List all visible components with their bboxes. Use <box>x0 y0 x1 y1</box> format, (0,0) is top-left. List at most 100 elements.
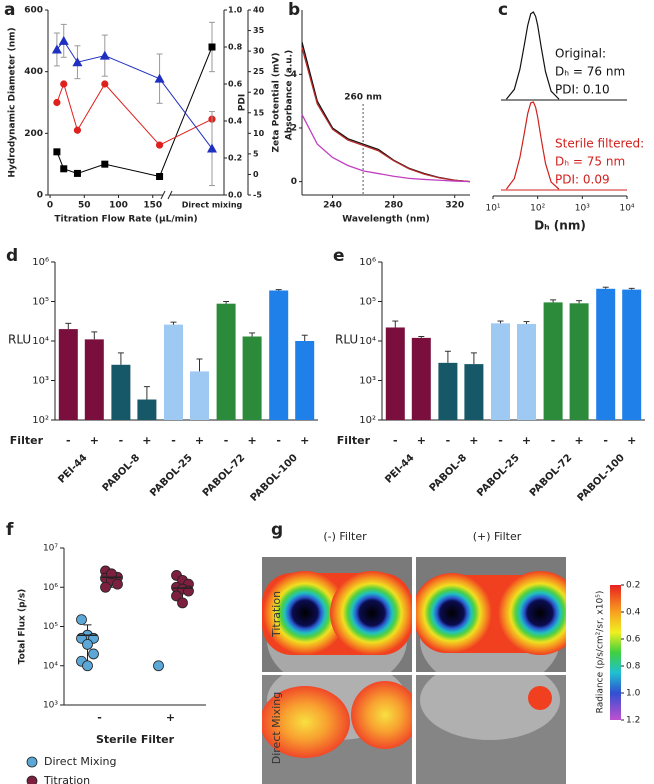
row-title: Titration <box>270 591 283 638</box>
row-tick-label: + <box>469 434 478 447</box>
colorbar-tick-label: 1.0 <box>626 689 641 699</box>
series-line <box>301 114 471 183</box>
bar <box>517 323 536 420</box>
x-tick-label: 100 <box>109 201 128 211</box>
bar <box>491 323 510 420</box>
y-tick-label: 0 <box>291 177 297 187</box>
y-tick-label: 10⁷ <box>43 544 58 554</box>
y3-tick-label: 15 <box>253 108 265 117</box>
y3-tick-label: 0 <box>253 170 259 179</box>
distribution-curve <box>505 101 560 190</box>
colorbar-tick-label: 0.2 <box>626 581 640 591</box>
signal <box>330 571 412 655</box>
row-tick-label: + <box>300 434 309 447</box>
legend-label: Direct Mixing <box>44 755 117 768</box>
axis-break <box>167 190 173 200</box>
image-titration-unfiltered <box>262 557 412 672</box>
panel-label: a <box>4 0 15 20</box>
panel-label: e <box>333 246 345 266</box>
panel-label: b <box>288 0 300 20</box>
x-tick-label: PABOL-8 <box>428 452 470 494</box>
bar <box>58 329 78 420</box>
marker <box>101 80 109 88</box>
y-axis-title: Absorbance (a.u.) <box>285 50 295 140</box>
bar <box>411 337 431 420</box>
row-tick-label: - <box>446 434 451 447</box>
y2-tick-label: 0.6 <box>228 80 243 89</box>
annotation: 260 nm <box>344 93 382 103</box>
y-tick-label: 10⁵ <box>32 297 49 308</box>
marker <box>207 143 217 153</box>
y-axis-title: Hydrodynamic Diameter (nm) <box>8 27 18 177</box>
row-tick-label: - <box>276 434 281 447</box>
colorbar-tick-label: 0.6 <box>626 635 641 645</box>
panel-label: f <box>6 520 14 540</box>
legend-label: Titration <box>43 774 90 784</box>
y-tick-label: 10⁵ <box>359 297 376 308</box>
y3-tick-label: 40 <box>253 6 265 15</box>
row-tick-label: + <box>195 434 204 447</box>
row-tick-label: + <box>247 434 256 447</box>
x-tick-label: PABOL-25 <box>148 452 194 498</box>
curve-label: Original: <box>555 47 606 61</box>
dot <box>88 648 99 660</box>
x-tick-label: PABOL-100 <box>576 452 627 503</box>
bar <box>164 324 183 420</box>
x-tick-label: 280 <box>384 201 403 211</box>
axis-break <box>160 190 166 200</box>
x-tick-label: PABOL-8 <box>101 452 143 494</box>
dot <box>153 660 164 672</box>
y3-tick-label: 5 <box>253 149 259 158</box>
series-connector <box>159 46 213 177</box>
panel-label: d <box>6 246 18 266</box>
bar <box>137 399 157 420</box>
row-tick-label: + <box>90 434 99 447</box>
y-tick-label: 4 <box>291 70 297 80</box>
x-tick-label: 10² <box>530 204 545 214</box>
y-tick-label: 10⁴ <box>32 336 49 347</box>
bar <box>385 327 405 420</box>
marker <box>155 141 164 149</box>
series-connector <box>159 78 213 149</box>
y2-tick-label: 0.4 <box>228 117 243 126</box>
x-tick-label: 10⁴ <box>619 204 634 214</box>
x-tick-label: 0 <box>47 201 53 211</box>
signal <box>528 686 552 710</box>
marker <box>58 35 69 45</box>
row-tick-label: - <box>119 434 124 447</box>
image-direct-unfiltered <box>262 675 412 784</box>
panel-label: g <box>271 520 283 540</box>
bar <box>216 303 236 420</box>
column-title: (-) Filter <box>323 530 367 543</box>
y2-tick-label: 0.0 <box>228 191 243 200</box>
y-tick-label: 600 <box>24 6 43 16</box>
row-tick-label: + <box>142 434 151 447</box>
x-tick-label: Direct mixing <box>182 201 243 210</box>
y3-tick-label: 20 <box>253 88 265 97</box>
marker <box>154 73 165 83</box>
marker <box>60 165 68 173</box>
y-tick-label: 10⁴ <box>43 661 58 671</box>
colorbar-tick-label: 1.2 <box>626 716 640 726</box>
y-tick-label: 10⁴ <box>359 336 376 347</box>
bar <box>622 289 642 420</box>
curve-label: Dₕ = 76 nm <box>555 65 625 79</box>
row-tick-label: - <box>551 434 556 447</box>
x-tick-label: 10³ <box>575 204 590 214</box>
row-tick-label: + <box>522 434 531 447</box>
dot <box>100 581 111 593</box>
bar <box>190 371 209 420</box>
y-tick-label: 10³ <box>359 376 376 387</box>
y-tick-label: 10² <box>359 415 376 426</box>
marker <box>53 98 61 107</box>
row-label: Filter <box>10 434 44 447</box>
column-title: (+) Filter <box>473 530 522 543</box>
x-axis-title: Titration Flow Rate (μL/min) <box>54 215 197 225</box>
x-axis-title: Dₕ (nm) <box>534 219 586 233</box>
x-tick-label: PEI-44 <box>383 452 416 485</box>
row-label: Filter <box>337 434 371 447</box>
curve-label: PDI: 0.09 <box>555 173 610 187</box>
bar <box>569 303 589 420</box>
bar <box>111 364 131 420</box>
